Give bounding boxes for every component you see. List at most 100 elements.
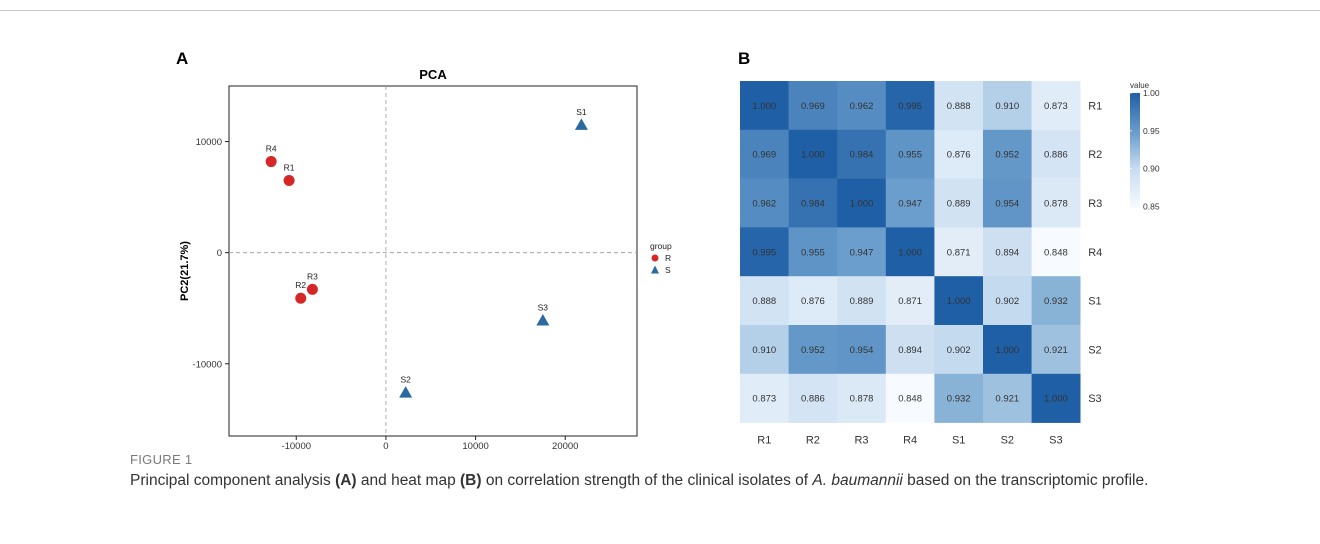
heatmap-cell [934, 276, 984, 326]
point-R2 [295, 292, 307, 304]
heatmap-cell-value: 0.902 [995, 296, 1019, 307]
figure-caption: FIGURE 1 Principal component analysis (A… [130, 452, 1310, 490]
heatmap-cell [740, 373, 789, 423]
point-S1 [574, 118, 588, 130]
legend-title: group [650, 241, 672, 251]
heatmap-cell [934, 129, 984, 179]
heatmap-cell-value: 1.000 [752, 101, 776, 112]
heatmap-cell [788, 129, 838, 179]
heatmap-cell [740, 227, 789, 277]
heatmap-cell [740, 129, 789, 179]
heatmap-cell-value: 0.876 [801, 296, 825, 307]
legend-label-R: R [665, 253, 671, 263]
point-label-R4: R4 [266, 144, 277, 154]
caption-panel-b: (B) [460, 472, 482, 489]
heatmap-cell-value: 0.848 [898, 394, 922, 405]
heatmap-cell [983, 325, 1032, 375]
heatmap-cell [934, 227, 984, 277]
heatmap-cell-value: 0.921 [995, 394, 1019, 405]
heatmap-cell [788, 227, 838, 277]
heatmap-cell [788, 373, 838, 423]
heatmap-col-label: R2 [806, 435, 820, 447]
heatmap-cell [1031, 178, 1081, 228]
heatmap-cell-value: 0.947 [850, 247, 874, 258]
point-R4 [265, 156, 277, 168]
heatmap-cell [1031, 227, 1081, 277]
heatmap-cell-value: 0.876 [947, 150, 971, 161]
heatmap-cell-value: 0.889 [850, 296, 874, 307]
heatmap-cell-value: 1.000 [947, 296, 971, 307]
panel-b-label: B [738, 49, 750, 68]
heatmap-cell [1031, 81, 1081, 131]
heatmap-cell [885, 81, 935, 131]
y-tick-label: -10000 [192, 359, 222, 370]
heatmap-cell [740, 81, 789, 131]
heatmap-cell [740, 178, 789, 228]
heatmap-cell-value: 0.888 [947, 101, 971, 112]
heatmap-cell-value: 0.886 [1044, 150, 1068, 161]
heatmap-row-label: R3 [1088, 198, 1102, 210]
heatmap-col-label: S2 [1001, 435, 1014, 447]
heatmap-cell-value: 0.969 [752, 150, 776, 161]
heatmap-cell [837, 276, 887, 326]
heatmap-cell [885, 276, 935, 326]
heatmap-cell-value: 0.969 [801, 101, 825, 112]
heatmap-cell [837, 81, 887, 131]
heatmap-cell-value: 0.984 [801, 199, 825, 210]
heatmap-cell-value: 0.947 [898, 199, 922, 210]
pca-title: PCA [419, 67, 447, 82]
x-tick-label: -10000 [281, 441, 311, 450]
heatmap-cell [740, 276, 789, 326]
legend-marker-S [651, 265, 659, 274]
caption-species: A. baumannii [812, 472, 903, 489]
heatmap-cell-value: 0.886 [801, 394, 825, 405]
heatmap-cell-value: 1.000 [995, 345, 1019, 356]
colorbar-tick-label: 0.85 [1143, 201, 1160, 211]
heatmap-cell [1031, 373, 1081, 423]
colorbar-tick-label: 0.90 [1143, 164, 1160, 174]
point-label-S2: S2 [400, 375, 411, 385]
x-tick-label: 10000 [462, 441, 488, 450]
y-axis-label: PC2(21.7%) [179, 241, 191, 301]
heatmap-cell-value: 0.888 [752, 296, 776, 307]
heatmap-cell [983, 178, 1032, 228]
heatmap-cell [788, 81, 838, 131]
heatmap-cell-value: 0.984 [850, 150, 874, 161]
y-tick-label: 10000 [196, 137, 222, 148]
heatmap-cell-value: 0.962 [850, 101, 874, 112]
heatmap-cell [885, 129, 935, 179]
point-label-R1: R1 [284, 162, 295, 172]
heatmap-cell [837, 325, 887, 375]
heatmap-cell [983, 276, 1032, 326]
heatmap-row-label: S1 [1088, 296, 1101, 308]
heatmap-cell-value: 0.894 [995, 247, 1019, 258]
heatmap-cell-value: 0.962 [752, 199, 776, 210]
heatmap-cell [1031, 325, 1081, 375]
heatmap-cell [934, 373, 984, 423]
heatmap-col-label: R4 [903, 435, 917, 447]
heatmap-cell [983, 129, 1032, 179]
heatmap-cell-value: 0.910 [995, 101, 1019, 112]
heatmap-cell [983, 81, 1032, 131]
colorbar [1130, 93, 1140, 208]
heatmap-cell [740, 325, 789, 375]
heatmap-cell-value: 1.000 [801, 150, 825, 161]
caption-panel-a: (A) [335, 472, 357, 489]
colorbar-tick-label: 0.95 [1143, 126, 1160, 136]
x-tick-label: 0 [383, 441, 388, 450]
heatmap-cell-value: 0.955 [898, 150, 922, 161]
heatmap-cell-value: 0.952 [995, 150, 1019, 161]
heatmap-cell [788, 276, 838, 326]
caption-text: Principal component analysis (A) and hea… [130, 472, 1149, 489]
heatmap-cell-value: 0.952 [801, 345, 825, 356]
heatmap-cell [837, 178, 887, 228]
heatmap-cell-value: 0.995 [898, 101, 922, 112]
heatmap-cell-value: 0.954 [850, 345, 874, 356]
pca-plot-frame [228, 85, 638, 437]
legend-label-S: S [665, 265, 671, 275]
heatmap-col-label: S3 [1049, 435, 1062, 447]
pca-plot: PCA -10000 0 10000 20000 -10000 0 10000 PC1(57.1… [179, 67, 672, 450]
heatmap-row-label: S2 [1088, 344, 1101, 356]
y-tick-label: 0 [217, 248, 222, 259]
heatmap-cell [885, 325, 935, 375]
